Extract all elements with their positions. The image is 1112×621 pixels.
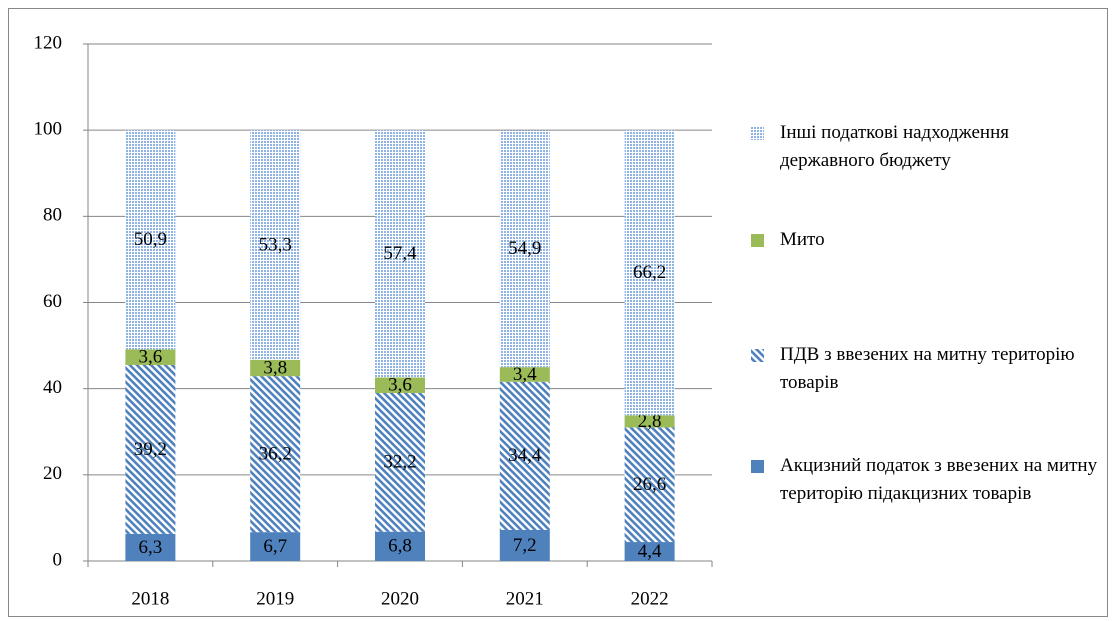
bar-segment: [375, 531, 425, 561]
y-tick-label: 80: [43, 205, 62, 226]
data-label: 4,4: [638, 541, 662, 562]
bar-segment: [375, 377, 425, 393]
x-tick-label: 2020: [381, 588, 419, 609]
bar-segment: [250, 130, 301, 360]
data-label: 3,8: [263, 357, 287, 378]
y-tick-label: 20: [43, 463, 62, 484]
data-label: 39,2: [134, 439, 167, 460]
data-label: 6,7: [263, 536, 287, 557]
data-label: 32,2: [383, 452, 416, 473]
x-tick-label: 2021: [506, 588, 544, 609]
data-label: 3,6: [139, 347, 163, 368]
legend-swatch: [751, 349, 764, 362]
bar-segment: [499, 529, 550, 561]
legend-swatch: [751, 460, 764, 473]
data-label: 54,9: [508, 238, 541, 259]
data-label: 3,6: [388, 375, 412, 396]
data-label: 36,2: [259, 444, 292, 465]
legend-label: Мито: [780, 229, 825, 250]
bar-segment: [624, 427, 675, 543]
bar-segment: [624, 415, 675, 428]
bar-segment: [375, 130, 425, 378]
y-tick-label: 120: [34, 32, 63, 53]
bar-segment: [250, 376, 301, 533]
data-label: 6,3: [139, 537, 163, 558]
bar-segment: [499, 381, 550, 530]
bar-segment: [125, 349, 176, 365]
x-tick-label: 2022: [631, 588, 669, 609]
bar-segment: [499, 367, 550, 382]
data-label: 57,4: [383, 243, 417, 264]
data-label: 6,8: [388, 536, 412, 557]
y-tick-label: 40: [43, 377, 62, 398]
data-label: 2,8: [638, 411, 662, 432]
data-label: 34,4: [508, 445, 542, 466]
x-tick-label: 2018: [131, 588, 169, 609]
data-label: 66,2: [633, 262, 666, 283]
y-tick-label: 60: [43, 291, 62, 312]
bar-segment: [624, 130, 675, 416]
legend-label: Інші податкові надходження державного бю…: [780, 122, 1010, 171]
chart-frame: [8, 8, 1108, 617]
legend-label: ПДВ з ввезених на митну територію товарі…: [780, 344, 1075, 393]
bar-segment: [125, 130, 176, 350]
bar-segment: [125, 364, 176, 534]
data-label: 7,2: [513, 535, 537, 556]
data-label: 50,9: [134, 229, 167, 250]
y-tick-label: 0: [53, 549, 63, 570]
bar-segment: [250, 359, 301, 377]
data-label: 53,3: [259, 234, 292, 255]
data-label: 3,4: [513, 364, 537, 385]
bar-segment: [375, 392, 425, 532]
bar-segment: [250, 532, 301, 561]
bar-segment: [499, 130, 550, 368]
legend-label: Акцизний податок з ввезених на митну тер…: [780, 455, 1098, 504]
bar-segment: [624, 542, 675, 561]
y-tick-label: 100: [34, 119, 63, 140]
data-label: 26,6: [633, 474, 666, 495]
x-tick-label: 2019: [256, 588, 294, 609]
bar-segment: [125, 533, 176, 561]
legend-swatch: [751, 234, 764, 247]
legend-swatch: [751, 127, 764, 140]
